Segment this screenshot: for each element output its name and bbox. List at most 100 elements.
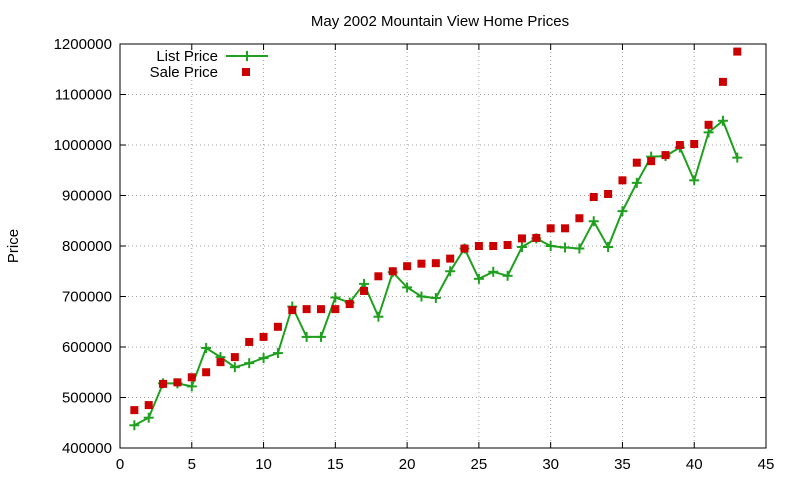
- list-price-point: [330, 292, 341, 303]
- sale-price-point: [474, 242, 483, 250]
- y-tick-label: 800000: [62, 238, 112, 255]
- sale-price-point: [130, 406, 139, 415]
- list-price-point: [186, 381, 197, 392]
- sale-price-point: [561, 224, 570, 233]
- list-price-point: [445, 266, 456, 277]
- sale-price-point: [517, 234, 526, 243]
- sale-price-point: [460, 244, 469, 253]
- y-axis-label: Price: [5, 229, 22, 263]
- list-price-point: [574, 243, 585, 254]
- sale-price-point: [661, 151, 670, 160]
- list-price-point: [416, 291, 427, 302]
- list-price-point: [689, 175, 700, 186]
- list-price-point: [502, 270, 513, 281]
- sale-price-point: [704, 120, 713, 129]
- x-tick-label: 30: [542, 456, 559, 473]
- sale-price-point: [575, 214, 584, 223]
- sale-price-point: [345, 300, 354, 309]
- list-price-point: [244, 358, 255, 369]
- list-price-point: [516, 242, 527, 253]
- sale-price-point: [360, 286, 369, 295]
- sale-price-point: [718, 77, 727, 86]
- y-tick-label: 1200000: [54, 36, 112, 53]
- list-price-point: [258, 353, 269, 364]
- list-price-point: [703, 127, 714, 138]
- list-price-point: [430, 293, 441, 304]
- sale-price-point: [288, 306, 297, 315]
- list-price-point: [229, 362, 240, 373]
- sale-price-point: [604, 189, 613, 198]
- sale-price-point: [331, 305, 340, 314]
- legend-label: Sale Price: [150, 64, 218, 81]
- list-price-point: [272, 348, 283, 359]
- y-tick-label: 900000: [62, 188, 112, 205]
- sale-price-point: [618, 176, 627, 185]
- sale-price-point: [503, 240, 512, 249]
- list-price-point: [617, 206, 628, 217]
- list-price-point: [373, 311, 384, 322]
- x-tick-label: 20: [399, 456, 416, 473]
- sale-price-point: [431, 259, 440, 268]
- x-tick-label: 5: [188, 456, 196, 473]
- sale-price-point: [532, 233, 541, 242]
- series-sale-price: [130, 47, 742, 415]
- sale-price-point: [202, 368, 211, 377]
- list-price-point: [473, 273, 484, 284]
- axis-layer: 0 5 10 15 20 25 30 35 40 45 400000 500000 600000 7000…: [54, 36, 775, 473]
- list-price-point: [129, 420, 140, 431]
- x-tick-label: 45: [758, 456, 775, 473]
- y-tick-label: 600000: [62, 339, 112, 356]
- list-price-line: [133, 119, 739, 427]
- plot-frame: [119, 43, 767, 449]
- chart-title: May 2002 Mountain View Home Prices: [311, 13, 569, 30]
- x-tick-label: 10: [255, 456, 272, 473]
- list-price-point: [545, 241, 556, 251]
- legend-square-swatch: [242, 68, 250, 76]
- sale-price-point: [647, 157, 656, 166]
- sale-price-point: [675, 141, 684, 149]
- sale-price-point: [259, 332, 268, 341]
- x-tick-label: 0: [116, 456, 124, 473]
- sale-price-point: [245, 337, 254, 346]
- list-price-point: [488, 266, 499, 277]
- legend-plus-swatch: [242, 51, 252, 61]
- y-tick-label: 400000: [62, 440, 112, 457]
- sale-price-point: [589, 193, 598, 202]
- sale-price-point: [144, 401, 153, 410]
- sale-price-point: [489, 242, 498, 250]
- series-layer: [129, 47, 743, 431]
- sale-price-point: [690, 139, 699, 148]
- y-tick-label: 700000: [62, 289, 112, 306]
- sale-price-point: [302, 305, 311, 314]
- sale-price-point: [546, 224, 555, 233]
- sale-price-point: [632, 158, 641, 167]
- sale-price-point: [273, 322, 282, 331]
- grid-layer: [120, 44, 766, 448]
- sale-price-point: [388, 267, 397, 276]
- sale-price-point: [446, 254, 455, 263]
- sale-price-point: [216, 358, 225, 367]
- list-price-point: [717, 115, 728, 126]
- y-tick-label: 1000000: [54, 137, 112, 154]
- y-tick-label: 1100000: [55, 87, 112, 104]
- x-tick-label: 35: [614, 456, 631, 473]
- list-price-point: [588, 216, 599, 227]
- list-price-point: [402, 282, 413, 293]
- list-price-point: [201, 343, 212, 354]
- legend-label: List Price: [156, 48, 218, 65]
- sale-price-point: [230, 353, 239, 362]
- sale-price-point: [173, 378, 182, 387]
- x-tick-label: 15: [327, 456, 344, 473]
- list-price-point: [315, 331, 326, 342]
- sale-price-point: [374, 272, 383, 281]
- x-tick-label: 25: [471, 456, 488, 473]
- list-price-point: [631, 177, 642, 188]
- x-tick-label: 40: [686, 456, 703, 473]
- list-price-point: [560, 242, 571, 253]
- list-price-point: [301, 331, 312, 342]
- sale-price-point: [403, 262, 412, 271]
- list-price-point: [143, 412, 154, 423]
